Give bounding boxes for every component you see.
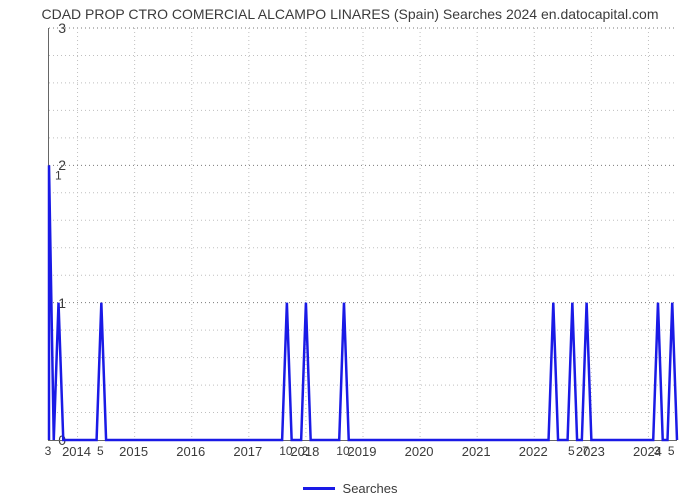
legend-swatch <box>303 487 335 490</box>
line-chart: 1 <box>49 28 677 440</box>
x-tick: 2021 <box>462 444 491 459</box>
point-label: 7 <box>582 444 589 458</box>
x-tick: 2023 <box>576 444 605 459</box>
x-tick: 2016 <box>176 444 205 459</box>
x-tick: 2015 <box>119 444 148 459</box>
point-label: 3 <box>654 444 661 458</box>
point-label: 10 <box>336 444 349 458</box>
x-tick: 2020 <box>405 444 434 459</box>
chart-title: CDAD PROP CTRO COMERCIAL ALCAMPO LINARES… <box>0 6 700 22</box>
legend: Searches <box>0 481 700 496</box>
point-label: 5 <box>668 444 675 458</box>
svg-text:1: 1 <box>55 168 62 182</box>
plot-area: 1 <box>48 28 677 441</box>
legend-label: Searches <box>343 481 398 496</box>
point-label: 10 <box>279 444 292 458</box>
point-label: 5 <box>97 444 104 458</box>
x-tick: 2017 <box>233 444 262 459</box>
point-label: 2 <box>302 444 309 458</box>
x-tick: 2014 <box>62 444 91 459</box>
x-tick: 2019 <box>348 444 377 459</box>
x-tick: 2022 <box>519 444 548 459</box>
point-label: 3 <box>45 444 52 458</box>
point-label: 5 <box>568 444 575 458</box>
